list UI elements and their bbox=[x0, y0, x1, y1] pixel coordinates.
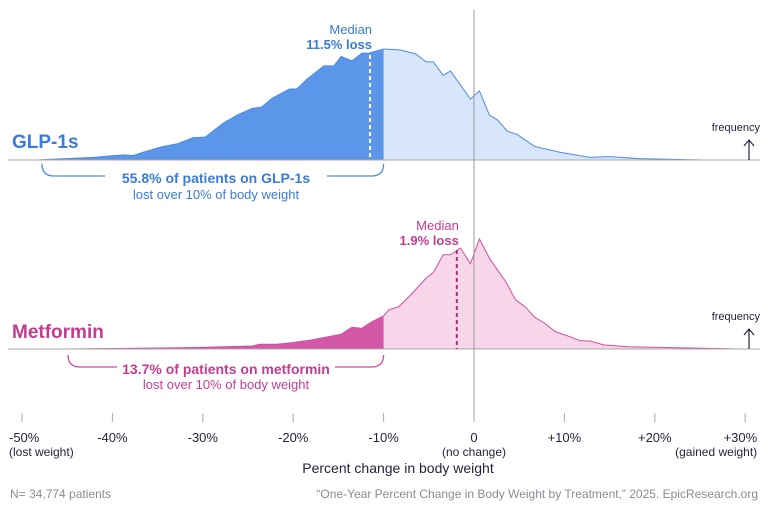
frequency-arrow-icon bbox=[743, 139, 755, 160]
x-tick-label: -40% bbox=[97, 430, 128, 445]
x-tick-sublabel: (gained weight) bbox=[675, 445, 757, 459]
x-tick-label: +30% bbox=[724, 430, 758, 445]
x-axis-label: Percent change in body weight bbox=[302, 460, 494, 476]
x-tick-label: -10% bbox=[368, 430, 399, 445]
bracket-subtitle: lost over 10% of body weight bbox=[143, 377, 310, 392]
frequency-label: frequency bbox=[712, 122, 761, 134]
area-below-threshold bbox=[36, 49, 384, 160]
x-tick-sublabel: (lost weight) bbox=[9, 445, 74, 459]
frequency-arrow-icon bbox=[743, 328, 755, 349]
median-value: 1.9% loss bbox=[400, 233, 459, 248]
threshold-bracket bbox=[67, 354, 385, 368]
x-tick-label: -20% bbox=[278, 430, 309, 445]
bracket-title: 55.8% of patients on GLP-1s bbox=[122, 170, 310, 186]
series-label: GLP-1s bbox=[12, 132, 79, 153]
series-label: Metformin bbox=[12, 322, 104, 343]
x-tick-sublabel: (no change) bbox=[442, 445, 506, 459]
distribution-line bbox=[36, 48, 704, 161]
median-label: Median bbox=[416, 218, 459, 233]
threshold-bracket bbox=[41, 163, 385, 177]
source-citation: “One-Year Percent Change in Body Weight … bbox=[316, 487, 758, 501]
x-tick-label: -30% bbox=[188, 430, 219, 445]
bracket-subtitle: lost over 10% of body weight bbox=[133, 187, 300, 202]
frequency-label: frequency bbox=[712, 311, 761, 323]
area-above-threshold bbox=[383, 49, 704, 160]
sample-size: N= 34,774 patients bbox=[10, 487, 111, 501]
x-tick-label: 0 bbox=[470, 430, 477, 445]
x-tick-label: +10% bbox=[548, 430, 582, 445]
x-tick-label: +20% bbox=[638, 430, 672, 445]
area-below-threshold bbox=[63, 315, 384, 349]
x-tick-label: -50% bbox=[9, 430, 40, 445]
area-above-threshold bbox=[383, 239, 739, 349]
median-label: Median bbox=[329, 22, 372, 37]
distribution-line bbox=[63, 237, 739, 350]
median-value: 11.5% loss bbox=[306, 37, 372, 52]
bracket-title: 13.7% of patients on metformin bbox=[122, 361, 330, 377]
